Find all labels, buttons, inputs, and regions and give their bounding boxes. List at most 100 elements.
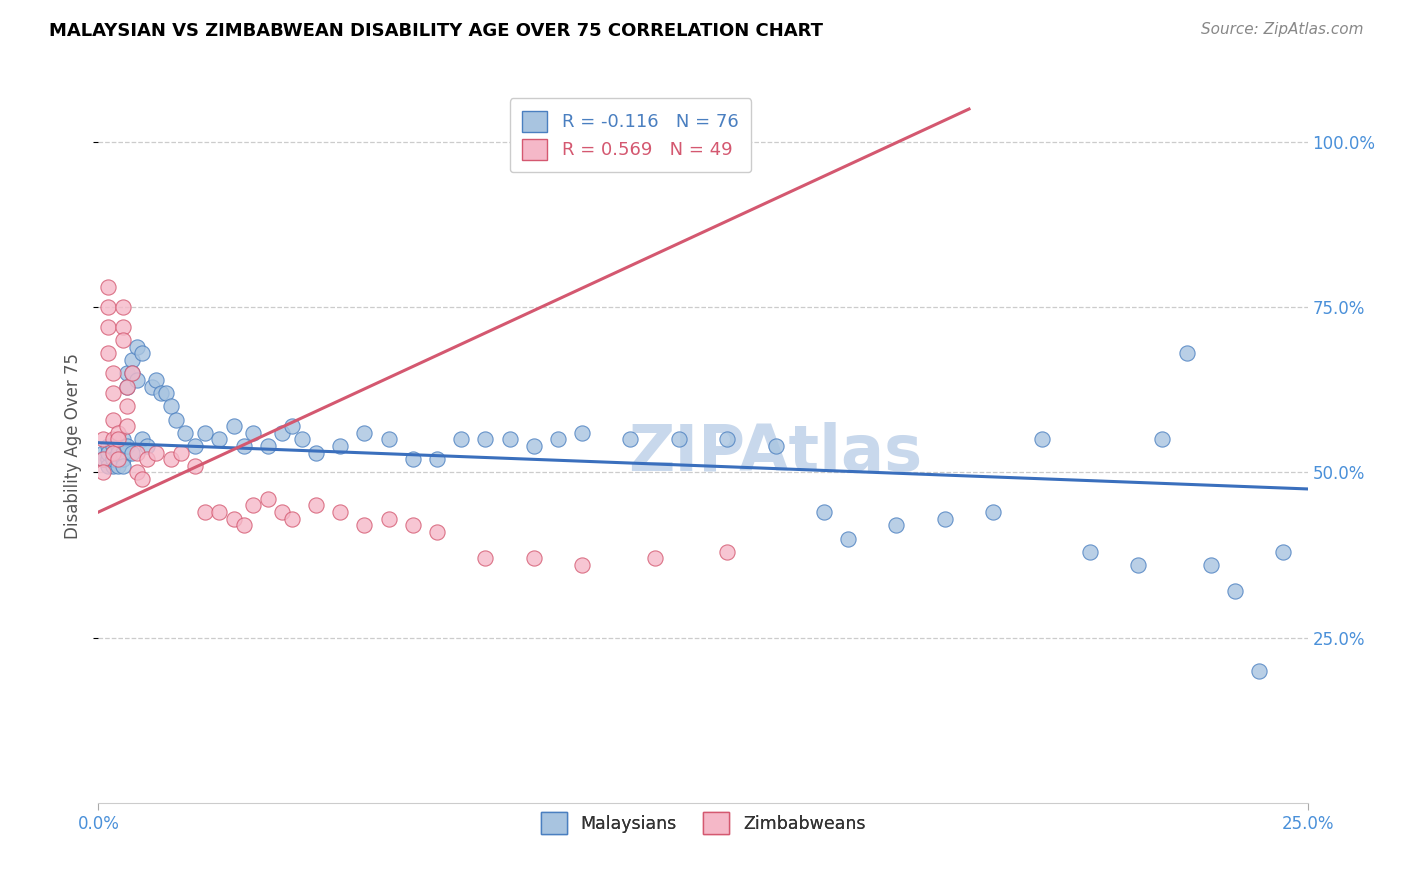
Point (145, 373, 167, 387)
Point (97, 300, 120, 314)
Point (1078, 545, 1101, 559)
Point (127, 340, 149, 354)
Point (402, 452, 425, 467)
Point (97, 346, 120, 360)
Point (174, 425, 197, 440)
Point (91, 433, 114, 447)
Point (117, 400, 139, 414)
Point (281, 511, 304, 525)
Point (886, 518, 908, 533)
Point (121, 367, 143, 381)
Legend: Malaysians, Zimbabweans: Malaysians, Zimbabweans (534, 805, 872, 840)
Point (111, 333, 134, 347)
Point (242, 499, 264, 513)
Y-axis label: Disability Age Over 75: Disability Age Over 75 (65, 353, 83, 539)
Point (131, 433, 153, 447)
Point (242, 425, 264, 440)
Point (107, 439, 129, 453)
Point (150, 386, 173, 401)
Point (256, 491, 278, 506)
Point (127, 445, 149, 459)
Point (107, 452, 129, 467)
Point (523, 551, 546, 566)
Point (426, 452, 449, 467)
Point (91, 445, 114, 459)
Point (1152, 433, 1174, 447)
Point (97, 445, 120, 459)
Point (111, 458, 134, 473)
Point (716, 545, 738, 559)
Point (107, 433, 129, 447)
Point (644, 551, 666, 566)
Point (107, 425, 129, 440)
Point (353, 425, 375, 440)
Point (426, 524, 449, 539)
Point (523, 439, 546, 453)
Point (111, 445, 134, 459)
Point (329, 439, 352, 453)
Point (450, 433, 472, 447)
Point (97, 452, 120, 467)
Point (145, 445, 167, 459)
Text: MALAYSIAN VS ZIMBABWEAN DISABILITY AGE OVER 75 CORRELATION CHART: MALAYSIAN VS ZIMBABWEAN DISABILITY AGE O… (49, 22, 823, 40)
Point (101, 458, 124, 473)
Point (117, 419, 139, 434)
Point (232, 439, 254, 453)
Point (111, 300, 134, 314)
Point (329, 505, 352, 519)
Point (91, 452, 114, 467)
Point (474, 551, 496, 566)
Point (1199, 558, 1222, 572)
Point (813, 505, 835, 519)
Point (1175, 346, 1198, 360)
Point (111, 320, 134, 334)
Point (101, 367, 124, 381)
Point (194, 425, 217, 440)
Point (305, 499, 328, 513)
Point (547, 433, 569, 447)
Point (107, 458, 129, 473)
Point (111, 433, 134, 447)
Point (402, 518, 425, 533)
Point (377, 433, 399, 447)
Point (160, 400, 183, 414)
Point (305, 445, 328, 459)
Point (165, 412, 187, 426)
Point (97, 439, 120, 453)
Point (131, 472, 153, 486)
Point (1272, 545, 1295, 559)
Point (101, 452, 124, 467)
Point (127, 466, 149, 480)
Point (571, 425, 593, 440)
Point (837, 532, 859, 546)
Point (97, 280, 120, 294)
Point (474, 433, 496, 447)
Point (256, 439, 278, 453)
Point (1223, 584, 1246, 599)
Point (353, 518, 375, 533)
Point (208, 505, 231, 519)
Point (107, 445, 129, 459)
Point (290, 433, 312, 447)
Point (981, 505, 1004, 519)
Point (101, 433, 124, 447)
Point (101, 386, 124, 401)
Point (271, 425, 294, 440)
Point (222, 419, 245, 434)
Point (117, 367, 139, 381)
Point (101, 439, 124, 453)
Point (232, 518, 254, 533)
Point (101, 445, 124, 459)
Point (498, 433, 520, 447)
Point (117, 379, 139, 393)
Point (1128, 558, 1150, 572)
Point (97, 320, 120, 334)
Point (281, 419, 304, 434)
Point (101, 445, 124, 459)
Point (135, 439, 157, 453)
Point (184, 458, 207, 473)
Point (121, 445, 143, 459)
Point (1031, 433, 1053, 447)
Point (668, 433, 690, 447)
Point (121, 353, 143, 368)
